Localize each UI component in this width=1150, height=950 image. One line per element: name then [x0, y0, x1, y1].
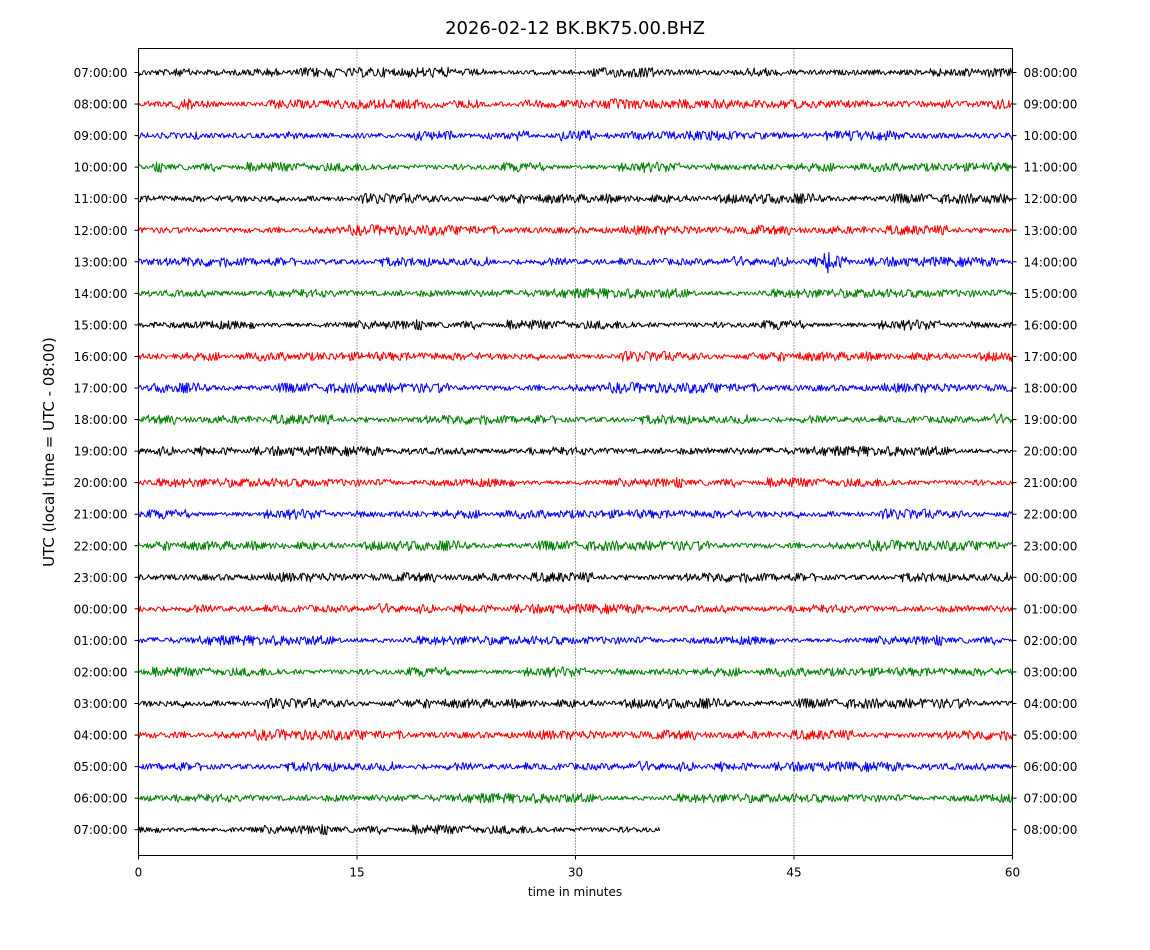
- right-hour-label: 15:00:00: [1024, 287, 1078, 301]
- left-hour-label: 00:00:00: [74, 602, 128, 616]
- x-tick-label: 30: [568, 866, 583, 880]
- trace-row-17: [138, 603, 1013, 615]
- trace-row-1: [138, 98, 1013, 110]
- left-hour-label: 07:00:00: [74, 66, 128, 80]
- trace-row-10: [138, 382, 1013, 394]
- trace-row-0: [138, 66, 1013, 78]
- left-hour-label: 10:00:00: [74, 161, 128, 175]
- y-axis-label: UTC (local time = UTC - 08:00): [40, 337, 58, 567]
- left-hour-label: 07:00:00: [74, 823, 128, 837]
- trace-row-6: [138, 252, 1013, 274]
- left-hour-label: 11:00:00: [74, 192, 128, 206]
- trace-row-24: [138, 824, 661, 836]
- trace-row-9: [138, 350, 1013, 362]
- right-hour-label: 04:00:00: [1024, 697, 1078, 711]
- left-hour-label: 02:00:00: [74, 665, 128, 679]
- right-hour-labels: 08:00:00 09:00:00 10:00:00 11:00:00 12:00:00…: [1012, 66, 1078, 837]
- left-hour-label: 05:00:00: [74, 760, 128, 774]
- seismic-traces: [138, 66, 1013, 836]
- x-tick-label: 0: [135, 866, 143, 880]
- left-hour-label: 08:00:00: [74, 98, 128, 112]
- right-hour-label: 22:00:00: [1024, 508, 1078, 522]
- x-axis-ticks: 0 15 30 45 60: [135, 855, 1020, 880]
- left-hour-label: 12:00:00: [74, 224, 128, 238]
- right-hour-label: 21:00:00: [1024, 476, 1078, 490]
- right-hour-label: 01:00:00: [1024, 602, 1078, 616]
- vertical-gridlines: [356, 48, 795, 856]
- right-hour-label: 08:00:00: [1024, 823, 1078, 837]
- x-tick-label: 60: [1005, 866, 1020, 880]
- trace-row-8: [138, 319, 1013, 331]
- right-hour-label: 10:00:00: [1024, 129, 1078, 143]
- right-hour-label: 16:00:00: [1024, 318, 1078, 332]
- trace-row-14: [138, 508, 1013, 520]
- right-hour-label: 13:00:00: [1024, 224, 1078, 238]
- left-hour-label: 01:00:00: [74, 634, 128, 648]
- right-hour-label: 20:00:00: [1024, 445, 1078, 459]
- right-hour-label: 07:00:00: [1024, 792, 1078, 806]
- trace-row-12: [138, 445, 1013, 457]
- left-hour-label: 16:00:00: [74, 350, 128, 364]
- right-hour-label: 03:00:00: [1024, 665, 1078, 679]
- trace-row-13: [138, 476, 1013, 489]
- right-hour-label: 23:00:00: [1024, 539, 1078, 553]
- right-hour-label: 18:00:00: [1024, 382, 1078, 396]
- left-hour-labels: 07:00:00 08:00:00 09:00:00 10:00:00 11:00:00…: [74, 66, 139, 837]
- right-hour-label: 19:00:00: [1024, 413, 1078, 427]
- right-hour-label: 00:00:00: [1024, 571, 1078, 585]
- left-hour-label: 03:00:00: [74, 697, 128, 711]
- left-hour-label: 18:00:00: [74, 413, 128, 427]
- trace-row-2: [138, 129, 1013, 142]
- right-hour-label: 17:00:00: [1024, 350, 1078, 364]
- trace-row-19: [138, 666, 1013, 678]
- right-hour-label: 14:00:00: [1024, 255, 1078, 269]
- trace-row-4: [138, 192, 1013, 205]
- right-hour-label: 09:00:00: [1024, 98, 1078, 112]
- trace-row-21: [138, 729, 1013, 741]
- left-hour-label: 17:00:00: [74, 382, 128, 396]
- trace-row-22: [138, 760, 1013, 773]
- trace-row-23: [138, 792, 1013, 804]
- left-hour-label: 19:00:00: [74, 445, 128, 459]
- trace-row-20: [138, 697, 1013, 710]
- left-hour-label: 21:00:00: [74, 508, 128, 522]
- x-tick-label: 15: [349, 866, 364, 880]
- left-hour-label: 06:00:00: [74, 792, 128, 806]
- trace-row-18: [138, 634, 1013, 646]
- right-hour-label: 05:00:00: [1024, 729, 1078, 743]
- trace-row-16: [138, 571, 1013, 584]
- left-hour-label: 23:00:00: [74, 571, 128, 585]
- x-tick-label: 45: [786, 866, 801, 880]
- left-hour-label: 04:00:00: [74, 729, 128, 743]
- left-hour-label: 14:00:00: [74, 287, 128, 301]
- trace-row-11: [138, 413, 1013, 426]
- left-hour-label: 20:00:00: [74, 476, 128, 490]
- x-axis-label: time in minutes: [528, 885, 622, 899]
- right-hour-label: 08:00:00: [1024, 66, 1078, 80]
- trace-row-5: [138, 224, 1013, 237]
- right-hour-label: 11:00:00: [1024, 161, 1078, 175]
- chart-title: 2026-02-12 BK.BK75.00.BHZ: [445, 18, 705, 39]
- trace-row-15: [138, 539, 1013, 552]
- left-hour-label: 22:00:00: [74, 539, 128, 553]
- left-hour-label: 09:00:00: [74, 129, 128, 143]
- left-hour-label: 13:00:00: [74, 255, 128, 269]
- trace-row-7: [138, 287, 1013, 299]
- right-hour-label: 02:00:00: [1024, 634, 1078, 648]
- right-hour-label: 06:00:00: [1024, 760, 1078, 774]
- left-hour-label: 15:00:00: [74, 318, 128, 332]
- right-hour-label: 12:00:00: [1024, 192, 1078, 206]
- trace-row-3: [138, 161, 1013, 173]
